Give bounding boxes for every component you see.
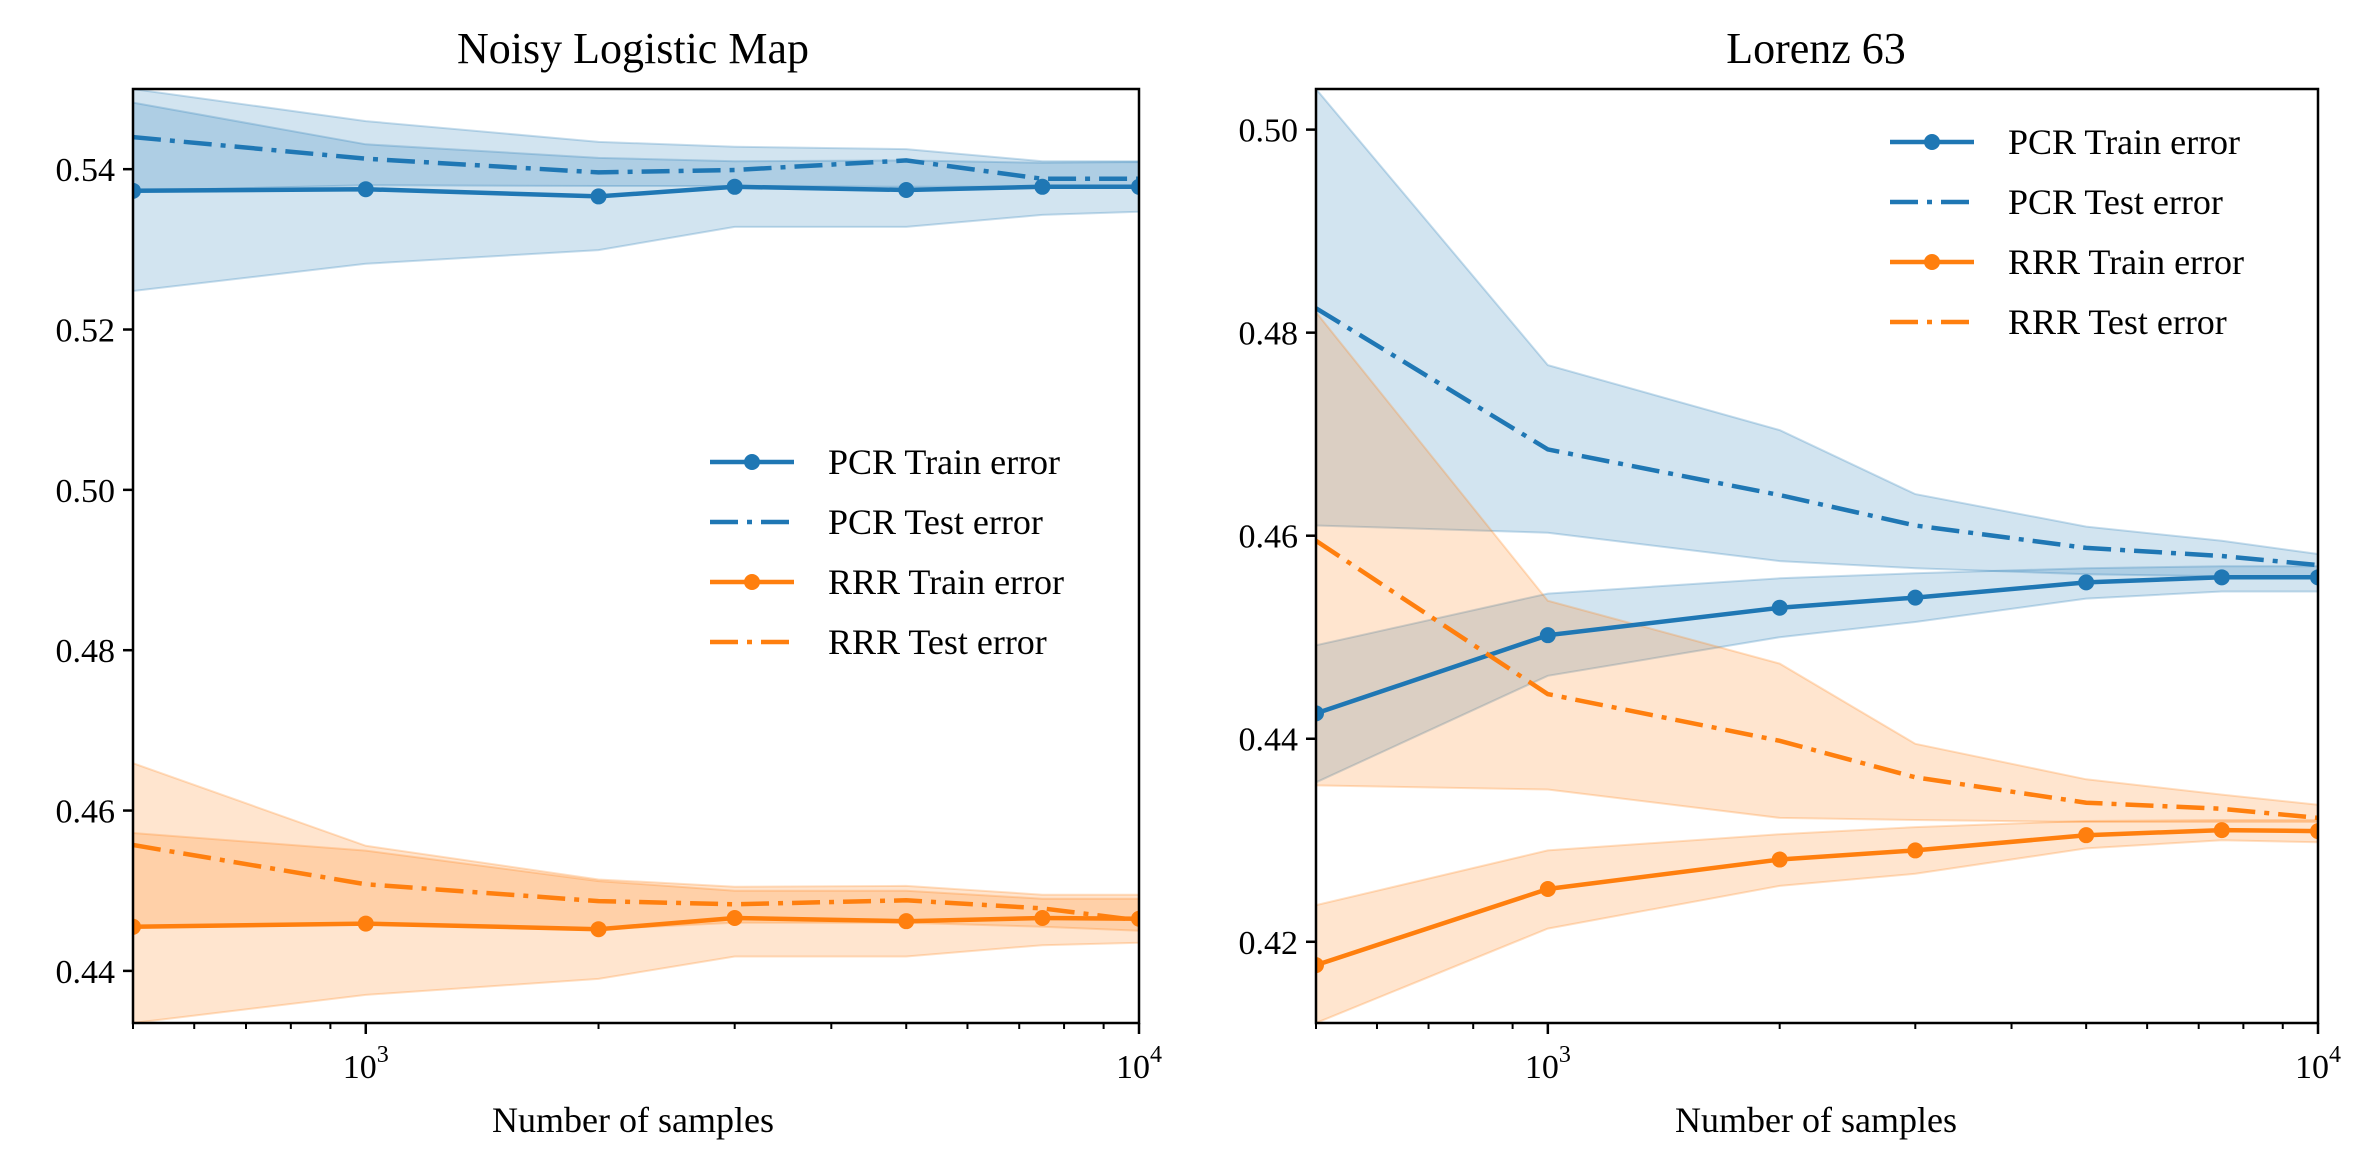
confidence-band [133,89,1139,192]
y-tick-label: 0.50 [56,473,116,510]
legend-marker [744,454,760,470]
legend-item: RRR Test error [1890,302,2227,342]
legend-marker [1924,134,1940,150]
legend-label: PCR Train error [828,442,1060,482]
legend-item: RRR Train error [710,562,1064,602]
data-point [1131,178,1139,195]
confidence-band [1316,819,2318,1023]
data-point [133,918,141,935]
data-point [1771,599,1788,616]
data-point [590,188,607,205]
panel-noisy-logistic-map: Noisy Logistic Map Number of samples 0.4… [56,24,1163,1140]
legend-label: RRR Test error [828,622,1047,662]
y-tick-label: 0.50 [1239,113,1299,150]
series-line [1316,306,2318,568]
legend: PCR Train error PCR Test error RRR Train e… [1890,122,2244,342]
data-point [1316,705,1324,722]
legend-item: PCR Test error [710,502,1043,542]
data-point [898,182,915,199]
confidence-band [133,101,1139,293]
data-point [1907,589,1924,606]
series-line [1316,538,2318,821]
confidence-band [1316,310,2318,823]
y-tick-label: 0.48 [56,633,116,670]
data-point [726,909,743,926]
legend-item: PCR Train error [1890,122,2240,162]
data-point [1034,909,1051,926]
plot-area [133,89,1139,1023]
x-tick-label: 103 [343,1042,389,1086]
data-point [133,182,141,199]
y-tick-label: 0.46 [56,794,116,831]
x-axis-label: Number of samples [1675,1100,1957,1140]
axes-frame [131,87,1141,1025]
x-tick-label: 104 [2295,1042,2341,1086]
confidence-band [1316,89,2318,578]
data-point [2310,823,2318,840]
legend-label: PCR Test error [828,502,1043,542]
panel-lorenz-63: Lorenz 63 Number of samples 0.42 0.44 0.46… [1239,24,2342,1140]
y-tick-label: 0.42 [1239,925,1299,962]
legend-item: RRR Train error [1890,242,2244,282]
legend-item: RRR Test error [710,622,1047,662]
data-point [2310,569,2318,586]
data-point [1907,842,1924,859]
axes-frame [1314,87,2320,1025]
y-tick-label: 0.46 [1239,519,1299,556]
data-point [726,178,743,195]
data-point [357,181,374,198]
data-point [1316,957,1324,974]
legend-label: PCR Train error [2008,122,2240,162]
x-tick-label: 104 [1116,1042,1162,1086]
legend-item: PCR Train error [710,442,1060,482]
legend-item: PCR Test error [1890,182,2223,222]
legend-label: RRR Train error [2008,242,2244,282]
legend-marker [1924,254,1940,270]
data-point [2078,574,2095,591]
plot-area [1316,89,2318,1023]
legend: PCR Train error PCR Test error RRR Train e… [710,442,1064,662]
y-tick-label: 0.44 [1239,722,1299,759]
y-tick-label: 0.48 [1239,316,1299,353]
data-point [590,921,607,938]
data-point [2213,569,2230,586]
data-point [2213,822,2230,839]
confidence-band [133,762,1139,932]
chart-title: Noisy Logistic Map [457,24,809,73]
data-point [1539,880,1556,897]
x-tick-label: 103 [1525,1042,1571,1086]
legend-label: RRR Train error [828,562,1064,602]
legend-label: RRR Test error [2008,302,2227,342]
chart-title: Lorenz 63 [1726,24,1906,73]
y-tick-label: 0.44 [56,954,116,991]
y-tick-label: 0.52 [56,313,116,350]
data-point [357,915,374,932]
legend-label: PCR Test error [2008,182,2223,222]
data-point [1034,178,1051,195]
confidence-band [1316,565,2318,784]
x-axis-label: Number of samples [492,1100,774,1140]
y-tick-label: 0.54 [56,152,116,189]
data-point [1771,851,1788,868]
data-point [898,913,915,930]
legend-marker [744,574,760,590]
data-point [2078,827,2095,844]
data-point [1539,627,1556,644]
